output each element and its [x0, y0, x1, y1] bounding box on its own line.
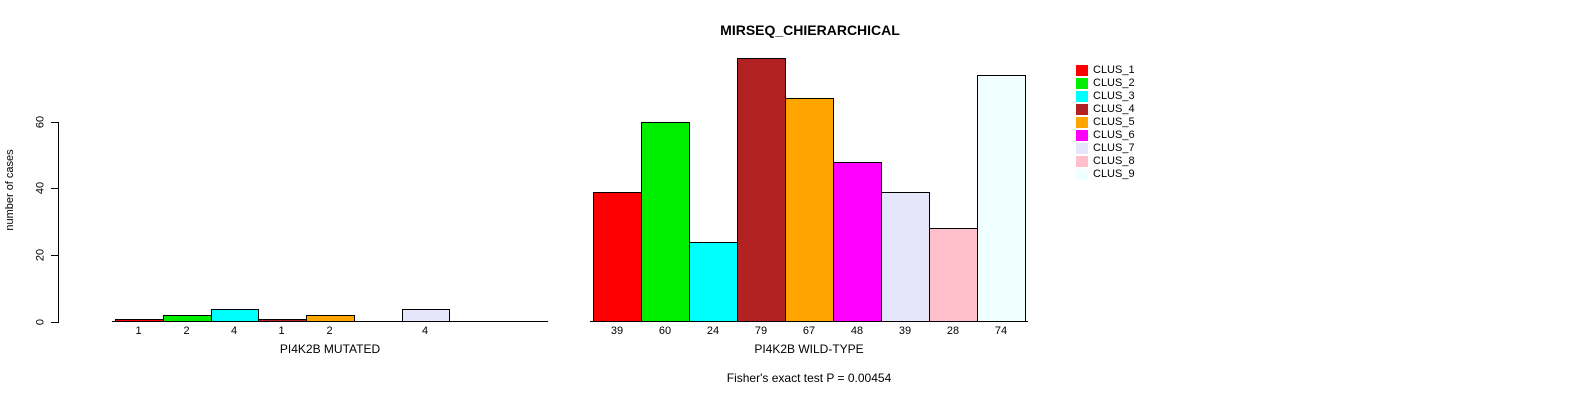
y-tick-label: 20: [34, 248, 47, 262]
y-tick-label: 60: [34, 115, 47, 129]
legend-label: CLUS_4: [1093, 103, 1135, 115]
legend-row-clus_7: CLUS_7: [1076, 142, 1135, 155]
bar-value-label: 28: [946, 325, 960, 337]
bar-value-label: 2: [183, 325, 190, 337]
clus_8-swatch: [1076, 156, 1088, 167]
bar-value-label: 79: [754, 325, 768, 337]
bar-value-label: 1: [278, 325, 285, 337]
legend-row-clus_4: CLUS_4: [1076, 103, 1135, 116]
bar-clus_7: [401, 309, 450, 322]
y-tick-label: 40: [34, 181, 47, 195]
legend-label: CLUS_6: [1093, 129, 1135, 141]
legend-label: CLUS_8: [1093, 155, 1135, 167]
clus_9-swatch: [1076, 169, 1088, 180]
bar-clus_9: [977, 75, 1026, 322]
legend-row-clus_6: CLUS_6: [1076, 129, 1135, 142]
x-axis-label-mutated: PI4K2B MUTATED: [279, 342, 381, 356]
bar-value-label: 2: [326, 325, 333, 337]
fisher-test-annotation: Fisher's exact test P = 0.00454: [726, 371, 892, 385]
bar-clus_1: [114, 319, 164, 322]
legend-row-clus_9: CLUS_9: [1076, 168, 1135, 181]
legend-label: CLUS_9: [1093, 168, 1135, 180]
bar-value-label: 4: [230, 325, 238, 337]
legend-label: CLUS_1: [1093, 64, 1135, 76]
y-tick-mark: [51, 188, 59, 189]
bar-clus_5: [785, 98, 834, 322]
clus_5-swatch: [1076, 117, 1088, 128]
bar-clus_3: [210, 309, 259, 322]
bar-value-label: 67: [802, 325, 816, 337]
legend-row-clus_5: CLUS_5: [1076, 116, 1135, 129]
y-tick-mark: [51, 322, 59, 323]
y-tick-label: 0: [34, 318, 47, 326]
legend-label: CLUS_3: [1093, 90, 1135, 102]
bar-clus_5: [305, 315, 355, 322]
legend-row-clus_8: CLUS_8: [1076, 155, 1135, 168]
bar-value-label: 1: [135, 325, 142, 337]
bar-value-label: 39: [898, 325, 912, 337]
bar-clus_3: [689, 242, 738, 322]
legend-row-clus_3: CLUS_3: [1076, 90, 1135, 103]
y-tick-mark: [51, 255, 59, 256]
wildtype-barplot: 39 60 24 79 67 48 39 28 74: [590, 40, 1028, 337]
legend-row-clus_1: CLUS_1: [1076, 64, 1135, 77]
clus_7-swatch: [1076, 143, 1088, 154]
bar-value-label: 24: [706, 325, 720, 337]
bar-clus_1: [593, 192, 642, 322]
bar-value-label: 4: [421, 325, 429, 337]
legend-label: CLUS_5: [1093, 116, 1135, 128]
chart-title: MIRSEQ_CHIERARCHICAL: [720, 22, 900, 38]
bar-clus_4: [737, 58, 786, 322]
bar-value-label: 39: [610, 325, 624, 337]
y-axis-label: number of cases: [4, 149, 16, 231]
legend-row-clus_2: CLUS_2: [1076, 77, 1135, 90]
y-tick-mark: [51, 122, 59, 123]
bar-clus_8: [929, 228, 978, 322]
bar-clus_2: [162, 315, 212, 322]
bar-clus_4: [257, 319, 307, 322]
bar-clus_7: [881, 192, 930, 322]
bar-value-label: 74: [994, 325, 1008, 337]
x-axis-label-wildtype: PI4K2B WILD-TYPE: [754, 342, 864, 356]
clus_3-swatch: [1076, 91, 1088, 102]
legend-label: CLUS_2: [1093, 77, 1135, 89]
bar-value-label: 48: [850, 325, 864, 337]
cluster-legend: CLUS_1 CLUS_2 CLUS_3 CLUS_4 CLUS_5 CLUS_6 CLUS…: [1076, 64, 1135, 181]
clus_2-swatch: [1076, 78, 1088, 89]
mutated-barplot: 1 2 4 1 2 4: [111, 40, 548, 337]
clus_4-swatch: [1076, 104, 1088, 115]
bar-clus_2: [641, 122, 690, 322]
clus_1-swatch: [1076, 65, 1088, 76]
bar-value-label: 60: [658, 325, 672, 337]
clus_6-swatch: [1076, 130, 1088, 141]
bar-clus_6: [833, 162, 882, 322]
legend-label: CLUS_7: [1093, 142, 1135, 154]
y-axis-line: [58, 122, 59, 323]
